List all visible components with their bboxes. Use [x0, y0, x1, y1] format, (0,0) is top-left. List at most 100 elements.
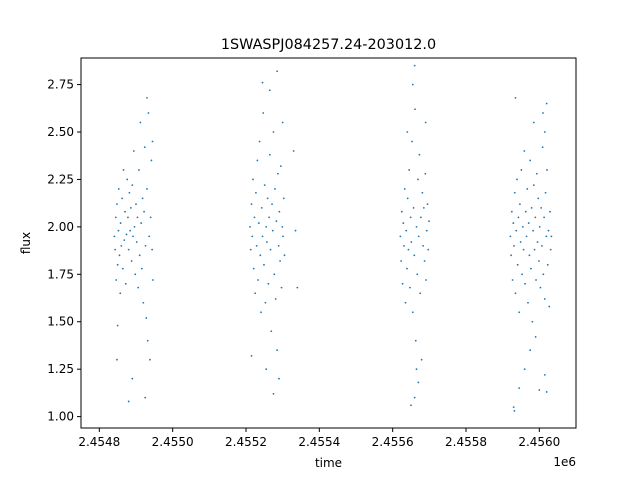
- data-point: [422, 244, 424, 247]
- data-point: [538, 225, 541, 228]
- data-point: [543, 373, 546, 376]
- data-point: [420, 216, 422, 219]
- data-point: [146, 188, 148, 190]
- data-point: [282, 235, 284, 238]
- data-point: [146, 339, 149, 342]
- data-point: [253, 216, 256, 219]
- data-point: [521, 225, 524, 228]
- data-point: [413, 396, 416, 399]
- data-point: [403, 188, 406, 190]
- data-point: [517, 216, 520, 219]
- data-point: [545, 235, 548, 238]
- data-point: [399, 235, 402, 238]
- data-point: [417, 381, 420, 384]
- data-point: [276, 349, 279, 352]
- data-point: [410, 241, 413, 243]
- data-point: [250, 355, 253, 357]
- data-point: [268, 216, 270, 219]
- data-point: [521, 273, 523, 276]
- data-point: [280, 286, 283, 289]
- data-point: [143, 146, 146, 149]
- x-axis-offset-label: 1e6: [553, 455, 576, 469]
- data-point: [263, 263, 265, 266]
- data-point: [125, 233, 128, 236]
- data-point: [260, 311, 262, 314]
- data-point: [279, 165, 282, 168]
- data-point: [406, 197, 409, 200]
- data-point: [272, 392, 275, 395]
- data-point: [543, 216, 545, 219]
- data-point: [129, 207, 132, 209]
- data-point: [249, 225, 251, 228]
- data-point: [276, 70, 279, 73]
- data-point: [283, 254, 286, 257]
- data-point: [428, 220, 430, 223]
- data-point: [126, 178, 129, 181]
- data-point: [270, 330, 273, 333]
- data-point: [545, 102, 548, 105]
- y-tick-label: 2.50: [47, 125, 74, 139]
- data-point: [275, 220, 278, 223]
- y-tick-label: 1.75: [47, 267, 74, 281]
- data-point: [515, 229, 518, 232]
- data-point: [516, 178, 518, 181]
- data-point: [400, 210, 403, 213]
- data-point: [117, 229, 120, 232]
- data-point: [117, 188, 120, 190]
- data-point: [254, 292, 257, 295]
- data-point: [415, 225, 418, 228]
- data-point: [518, 387, 521, 390]
- data-point: [522, 248, 525, 251]
- data-point: [510, 210, 513, 213]
- data-point: [294, 229, 297, 232]
- data-point: [413, 254, 416, 257]
- data-point: [277, 172, 279, 175]
- data-point: [124, 282, 127, 285]
- data-point: [528, 254, 531, 257]
- data-point: [425, 279, 427, 281]
- data-point: [406, 267, 408, 270]
- data-point: [532, 121, 535, 124]
- data-point: [268, 89, 271, 92]
- data-point: [251, 235, 254, 238]
- data-point: [141, 197, 144, 200]
- plot-frame: [80, 57, 577, 429]
- x-tick-label: 2.4560: [518, 435, 560, 449]
- x-tick-label: 2.4554: [298, 435, 340, 449]
- data-point: [546, 263, 549, 266]
- data-point: [546, 169, 548, 171]
- data-point: [513, 191, 516, 194]
- data-point: [408, 169, 411, 171]
- data-point: [545, 391, 548, 393]
- data-point: [541, 244, 543, 247]
- data-point: [402, 222, 405, 224]
- data-point: [127, 400, 130, 403]
- data-point: [425, 229, 428, 232]
- data-point: [544, 191, 547, 194]
- data-point: [140, 267, 143, 270]
- data-point: [520, 169, 523, 171]
- data-point: [281, 225, 284, 228]
- data-point: [525, 235, 528, 238]
- data-point: [273, 273, 276, 276]
- data-point: [403, 244, 405, 247]
- x-tick-label: 2.4548: [78, 435, 120, 449]
- data-point: [535, 279, 537, 281]
- data-point: [257, 279, 259, 281]
- data-point: [419, 292, 422, 295]
- data-point: [135, 203, 137, 206]
- data-point: [539, 286, 542, 289]
- data-point: [255, 244, 258, 247]
- data-point: [423, 260, 426, 262]
- data-point: [281, 121, 284, 124]
- data-point: [409, 216, 412, 219]
- data-point: [538, 260, 540, 262]
- data-point: [122, 169, 125, 171]
- data-point: [282, 197, 285, 200]
- data-point: [547, 229, 550, 232]
- data-point: [144, 396, 147, 399]
- data-point: [115, 279, 118, 281]
- data-point: [131, 184, 134, 187]
- y-tick-label: 2.25: [47, 172, 74, 186]
- data-point: [532, 229, 534, 232]
